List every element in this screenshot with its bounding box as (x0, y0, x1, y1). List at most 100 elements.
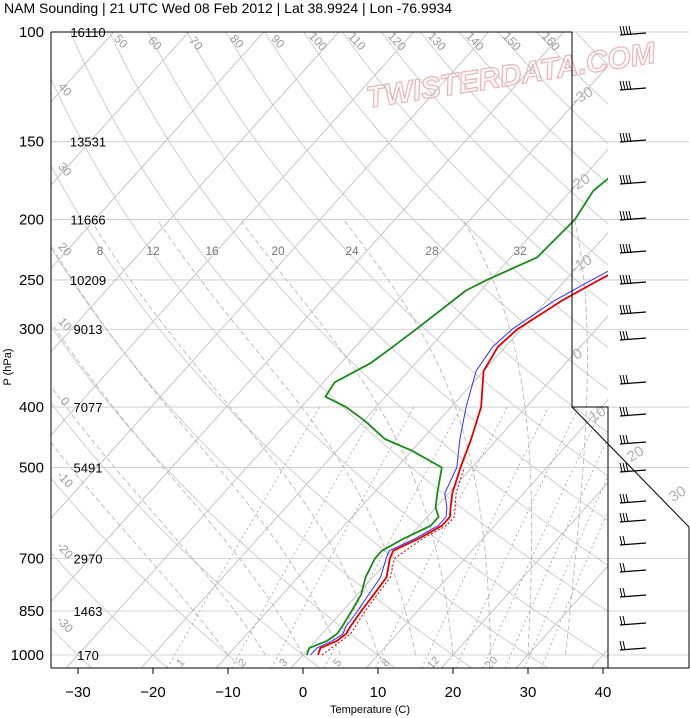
isotherm-line (215, 232, 608, 668)
moist-adiabat-line (239, 219, 454, 656)
pressure-tick-label: 150 (19, 134, 44, 151)
pressure-tick-label: 200 (19, 212, 44, 229)
height-label: 9013 (74, 322, 103, 337)
dry-adiabat-line (342, 32, 608, 307)
mixing-ratio-line (421, 406, 549, 668)
sounding-traces (305, 177, 608, 656)
mixing-ratio-label: 20 (271, 244, 285, 258)
wind-barb (619, 304, 647, 315)
dry-adiabat-line (51, 246, 473, 668)
isotherm-line (51, 32, 265, 269)
isotherm-line (666, 18, 690, 668)
dry-adiabat-line (303, 32, 608, 348)
mixing-ratio-label: 32 (513, 244, 527, 258)
wind-barb (619, 210, 647, 221)
isotherm-label: 110 (345, 30, 368, 54)
mixing-ratio-label: 3 (277, 657, 290, 670)
pressure-tick-label: 500 (19, 459, 44, 476)
mixing-ratio-line (540, 509, 608, 668)
moist-adiabat-line (51, 442, 229, 656)
isotherm-line (0, 18, 51, 668)
moist-adiabat-line (156, 219, 416, 656)
mixing-ratio-line (524, 475, 608, 668)
mixing-ratio-label: 8 (379, 657, 392, 670)
isotherm-line (51, 32, 565, 603)
height-label: 10209 (70, 273, 106, 288)
dry-adiabat-line (536, 32, 608, 105)
moist-adiabat-line (51, 244, 341, 656)
mixing-ratio-label: 12 (146, 244, 160, 258)
x-tick-label: −20 (140, 684, 165, 701)
isotherm-label: 60 (145, 34, 165, 54)
wind-barb (619, 25, 647, 36)
wind-barb (619, 493, 647, 504)
wind-barb (619, 512, 647, 523)
isotherm-label: 20 (55, 240, 75, 260)
right-frame (571, 32, 609, 668)
isotherm-line (51, 32, 190, 186)
dry-adiabat-line (147, 32, 608, 521)
isotherm-label: 100 (306, 29, 330, 53)
isotherm-line (51, 32, 340, 353)
dry-adiabat-line (186, 32, 608, 477)
isotherm-label: 140 (463, 29, 487, 53)
height-label: 13531 (70, 135, 106, 150)
height-label: 1463 (74, 604, 103, 619)
height-label: 2970 (74, 551, 103, 566)
moist-adiabat-line (90, 219, 379, 656)
dry-adiabat-line (51, 164, 549, 668)
height-label: 7077 (74, 400, 103, 415)
isotherm-label: 40 (55, 80, 75, 100)
dry-adiabat-line (108, 32, 608, 566)
x-tick-label: 10 (370, 684, 387, 701)
x-tick-label: 40 (595, 684, 612, 701)
dry-adiabat-label: -20 (566, 170, 593, 196)
x-tick-label: −30 (65, 684, 90, 701)
mixing-ratio-label: 5 (331, 657, 344, 670)
isotherm-label: 30 (55, 160, 75, 180)
wind-barb (619, 406, 647, 417)
wind-barb (619, 374, 647, 385)
isotherm-line (140, 148, 608, 668)
mixing-ratio-line (455, 406, 580, 668)
isotherm-label: 150 (500, 29, 524, 53)
dry-adiabat-line (653, 32, 690, 668)
background-labels: 50 60 70 80 90 100 110 120 130 140 150 160403020100… (54, 29, 689, 671)
mixing-ratio-label: 16 (205, 244, 219, 258)
isotherm-label: 10 (55, 315, 75, 335)
wind-barb (619, 462, 647, 473)
mixing-ratio-label: 8 (97, 244, 104, 258)
wind-barb (619, 615, 647, 626)
mixing-ratio-line (231, 406, 379, 668)
sounding-series-line (317, 274, 608, 656)
x-tick-label: 20 (445, 684, 462, 701)
wind-barb (619, 274, 647, 285)
wind-barb (619, 132, 647, 143)
dry-adiabat-line (70, 32, 608, 612)
dry-adiabat-label: 10 (586, 403, 609, 426)
wind-barbs (619, 25, 647, 651)
isotherm-line (51, 32, 415, 436)
pressure-gridlines (51, 31, 689, 656)
isotherm-label: 130 (425, 29, 449, 53)
mixing-ratio-line (323, 406, 462, 668)
y-axis-label: P (hPa) (2, 348, 14, 385)
isotherm-label: 160 (539, 29, 563, 53)
wind-barb (619, 330, 647, 341)
wind-barb (619, 535, 647, 546)
pressure-tick-label: 300 (19, 321, 44, 338)
isotherm-label: 0 (58, 394, 73, 409)
isotherm-label: 50 (111, 32, 131, 52)
dry-adiabat-line (614, 32, 690, 668)
x-tick-label: −10 (215, 684, 240, 701)
dry-adiabat-line (575, 32, 608, 66)
wind-barb (619, 174, 647, 185)
mixing-ratio-line (504, 437, 608, 668)
isotherm-line (51, 32, 490, 519)
dry-adiabat-line (225, 32, 608, 434)
height-label: 170 (77, 648, 99, 663)
virtual-temperature-line (321, 467, 465, 656)
isotherm-line (65, 65, 608, 668)
mixing-ratio-line (482, 406, 604, 668)
isotherm-label: 90 (268, 32, 288, 52)
